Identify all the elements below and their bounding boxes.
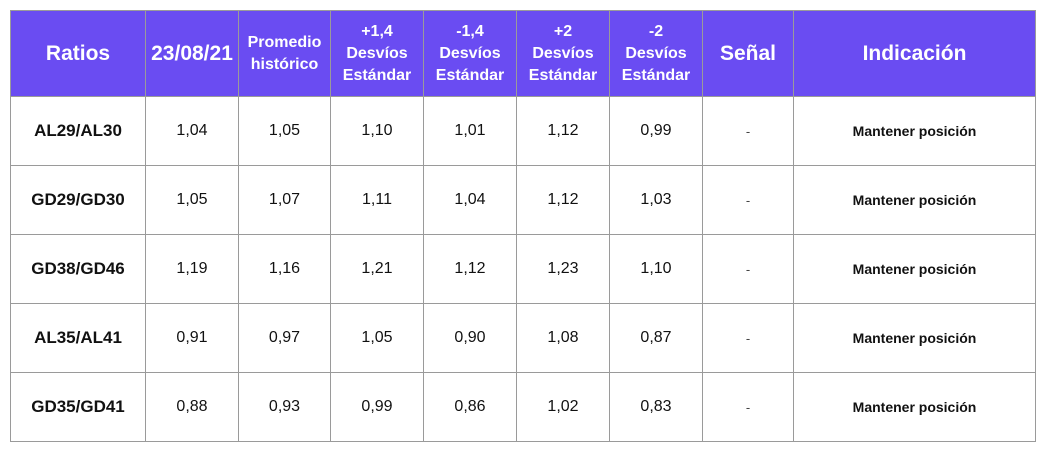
signal: -	[702, 96, 794, 166]
header-cell: +2 Desvíos Estándar	[516, 10, 610, 97]
indication: Mantener posición	[793, 234, 1036, 304]
ratio-name: AL29/AL30	[10, 96, 146, 166]
value-cell: 1,19	[145, 234, 239, 304]
header-text: Estándar	[621, 66, 691, 84]
header-cell: Señal	[702, 10, 794, 97]
signal: -	[702, 372, 794, 442]
header-cell: Ratios	[10, 10, 146, 97]
ratio-name: AL35/AL41	[10, 303, 146, 373]
value-cell: 1,11	[330, 165, 424, 235]
header-text: Desvíos	[346, 44, 408, 62]
value-cell: 1,04	[145, 96, 239, 166]
value-cell: 0,83	[609, 372, 703, 442]
table-row: GD38/GD46 1,19 1,16 1,21 1,12 1,23 1,10- Manten…	[10, 234, 1036, 304]
table-body: AL29/AL30 1,04 1,05 1,10 1,01 1,12 0,99- Manten…	[10, 96, 1036, 442]
signal: -	[702, 303, 794, 373]
header-text: Desvíos	[532, 44, 594, 62]
header-text: +1,4	[361, 22, 393, 40]
header-text: -1,4	[456, 22, 484, 40]
value-cell: 1,02	[516, 372, 610, 442]
table-row: GD35/GD41 0,88 0,93 0,99 0,86 1,02 0,83- Manten…	[10, 372, 1036, 442]
value-cell: 1,03	[609, 165, 703, 235]
value-cell: 1,01	[423, 96, 517, 166]
indication: Mantener posición	[793, 96, 1036, 166]
indication: Mantener posición	[793, 165, 1036, 235]
value-cell: 1,12	[516, 165, 610, 235]
header-text: Indicación	[862, 41, 967, 65]
value-cell: 1,10	[609, 234, 703, 304]
indication: Mantener posición	[793, 303, 1036, 373]
header-text: -2	[648, 22, 664, 40]
value-cell: 1,12	[423, 234, 517, 304]
signal: -	[702, 165, 794, 235]
ratio-name: GD35/GD41	[10, 372, 146, 442]
value-cell: 1,07	[238, 165, 331, 235]
ratios-table: Ratios 23/08/21 Promedio histórico +1,4 Desví…	[10, 10, 1036, 442]
header-row: Ratios 23/08/21 Promedio histórico +1,4 Desví…	[10, 10, 1036, 97]
value-cell: 0,99	[330, 372, 424, 442]
value-cell: 0,87	[609, 303, 703, 373]
value-cell: 0,99	[609, 96, 703, 166]
value-cell: 1,05	[330, 303, 424, 373]
header-text: Promedio	[247, 33, 322, 51]
value-cell: 1,21	[330, 234, 424, 304]
value-cell: 0,88	[145, 372, 239, 442]
value-cell: 0,86	[423, 372, 517, 442]
header-cell: Indicación	[793, 10, 1036, 97]
value-cell: 0,90	[423, 303, 517, 373]
value-cell: 1,23	[516, 234, 610, 304]
value-cell: 0,91	[145, 303, 239, 373]
header-text: Estándar	[435, 66, 505, 84]
ratio-name: GD29/GD30	[10, 165, 146, 235]
table-row: AL35/AL41 0,91 0,97 1,05 0,90 1,08 0,87- Manten…	[10, 303, 1036, 373]
signal: -	[702, 234, 794, 304]
table-row: AL29/AL30 1,04 1,05 1,10 1,01 1,12 0,99- Manten…	[10, 96, 1036, 166]
value-cell: 1,05	[238, 96, 331, 166]
header-cell: -2 Desvíos Estándar	[609, 10, 703, 97]
table-row: GD29/GD30 1,05 1,07 1,11 1,04 1,12 1,03- Manten…	[10, 165, 1036, 235]
header-cell: 23/08/21	[145, 10, 239, 97]
value-cell: 1,16	[238, 234, 331, 304]
value-cell: 1,10	[330, 96, 424, 166]
value-cell: 1,12	[516, 96, 610, 166]
value-cell: 1,08	[516, 303, 610, 373]
ratio-name: GD38/GD46	[10, 234, 146, 304]
value-cell: 1,04	[423, 165, 517, 235]
header-text: Desvíos	[439, 44, 501, 62]
header-text: +2	[553, 22, 573, 40]
value-cell: 1,05	[145, 165, 239, 235]
header-text: Ratios	[45, 41, 111, 65]
header-text: Señal	[719, 41, 777, 65]
header-text: 23/08/21	[151, 41, 233, 65]
header-cell: Promedio histórico	[238, 10, 331, 97]
header-text: histórico	[250, 55, 319, 73]
value-cell: 0,97	[238, 303, 331, 373]
indication: Mantener posición	[793, 372, 1036, 442]
header-text: Estándar	[342, 66, 412, 84]
value-cell: 0,93	[238, 372, 331, 442]
table-header: Ratios 23/08/21 Promedio histórico +1,4 Desví…	[10, 10, 1036, 97]
header-text: Desvíos	[625, 44, 687, 62]
header-cell: +1,4 Desvíos Estándar	[330, 10, 424, 97]
header-text: Estándar	[528, 66, 598, 84]
header-cell: -1,4 Desvíos Estándar	[423, 10, 517, 97]
